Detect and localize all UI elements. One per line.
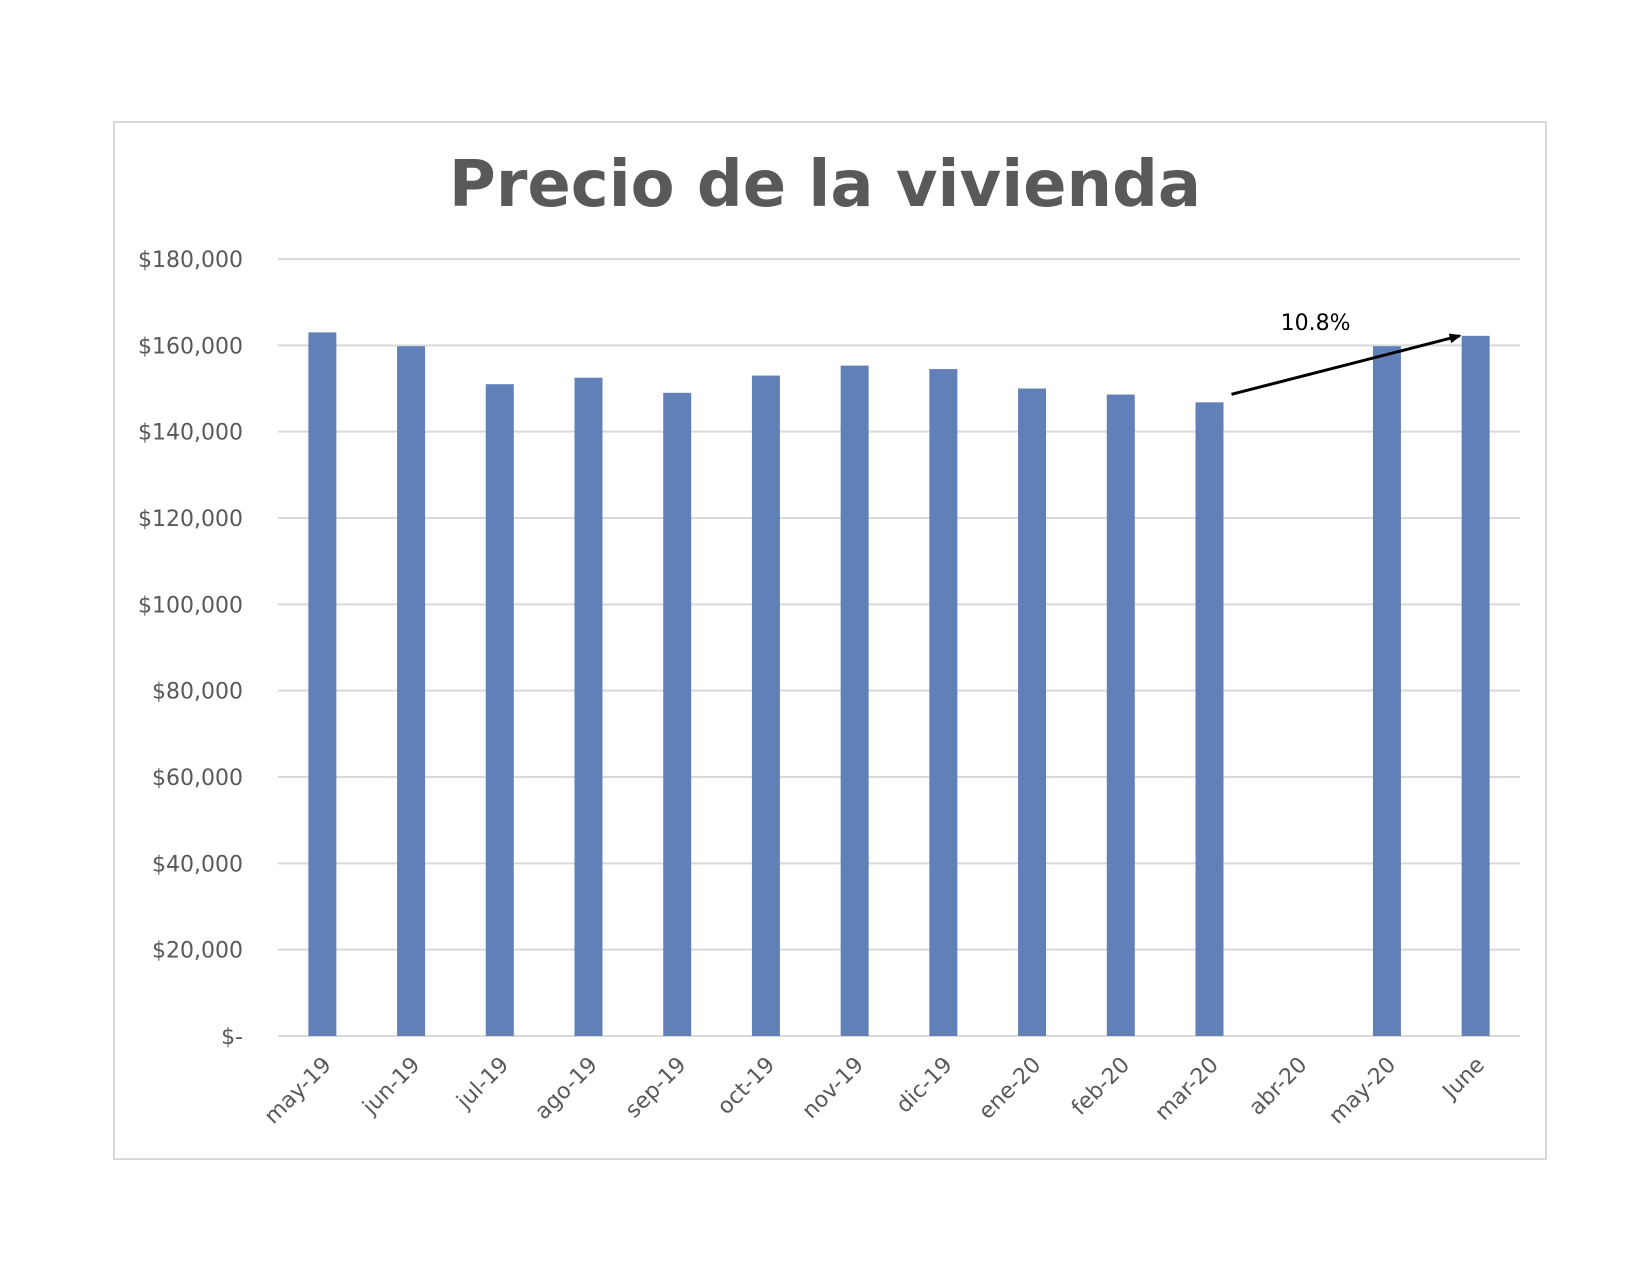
x-tick-label: ene-20: [974, 1053, 1046, 1125]
y-tick-label: $-: [221, 1025, 243, 1050]
bar-feb-20: [1106, 394, 1135, 1036]
x-tick-label: feb-20: [1067, 1053, 1135, 1121]
x-axis-ticks: may-19 jun-19 jul-19 ago-19 sep-19 oct-19 nov-…: [260, 1053, 1490, 1130]
y-axis-ticks: $- $20,000 $40,000 $60,000 $80,000 $100,000 $1…: [138, 248, 243, 1050]
bar-oct-19: [751, 375, 780, 1036]
y-tick-label: $160,000: [138, 334, 243, 359]
bar-dic-19: [929, 369, 958, 1036]
annotation: 10.8%: [1231, 311, 1462, 396]
x-tick-label: dic-19: [892, 1053, 958, 1119]
annotation-label: 10.8%: [1281, 311, 1351, 336]
bar-June: [1461, 335, 1490, 1036]
y-tick-label: $140,000: [138, 421, 243, 446]
x-tick-label: may-19: [260, 1053, 337, 1130]
bar-jun-19: [397, 346, 426, 1036]
x-tick-label: jun-19: [357, 1053, 425, 1121]
chart-title: Precio de la vivienda: [448, 148, 1202, 222]
y-tick-label: $180,000: [138, 248, 243, 273]
x-tick-label: oct-19: [713, 1053, 780, 1120]
y-tick-label: $20,000: [152, 939, 243, 964]
bar-nov-19: [840, 365, 869, 1036]
bar-ago-19: [574, 377, 603, 1036]
x-tick-label: sep-19: [621, 1053, 692, 1124]
x-tick-label: June: [1437, 1053, 1490, 1106]
bar-ene-20: [1018, 388, 1047, 1036]
bar-mar-20: [1195, 402, 1224, 1036]
bars: [308, 332, 1490, 1037]
y-tick-label: $120,000: [138, 507, 243, 532]
annotation-arrow: [1231, 333, 1462, 396]
x-tick-label: jul-19: [452, 1053, 514, 1115]
y-tick-label: $100,000: [138, 593, 243, 618]
y-tick-label: $60,000: [152, 766, 243, 791]
x-tick-label: may-20: [1324, 1053, 1401, 1130]
x-tick-label: nov-19: [798, 1053, 869, 1124]
x-tick-label: ago-19: [530, 1053, 602, 1125]
x-tick-label: abr-20: [1245, 1053, 1313, 1121]
bar-sep-19: [663, 392, 692, 1037]
bar-may-20: [1372, 346, 1401, 1036]
y-tick-label: $80,000: [152, 680, 243, 705]
chart-frame: [113, 121, 1547, 1160]
bar-jul-19: [485, 384, 514, 1036]
y-tick-label: $40,000: [152, 852, 243, 877]
x-tick-label: mar-20: [1151, 1053, 1224, 1126]
gridlines: [278, 258, 1520, 1037]
bar-may-19: [308, 332, 337, 1037]
